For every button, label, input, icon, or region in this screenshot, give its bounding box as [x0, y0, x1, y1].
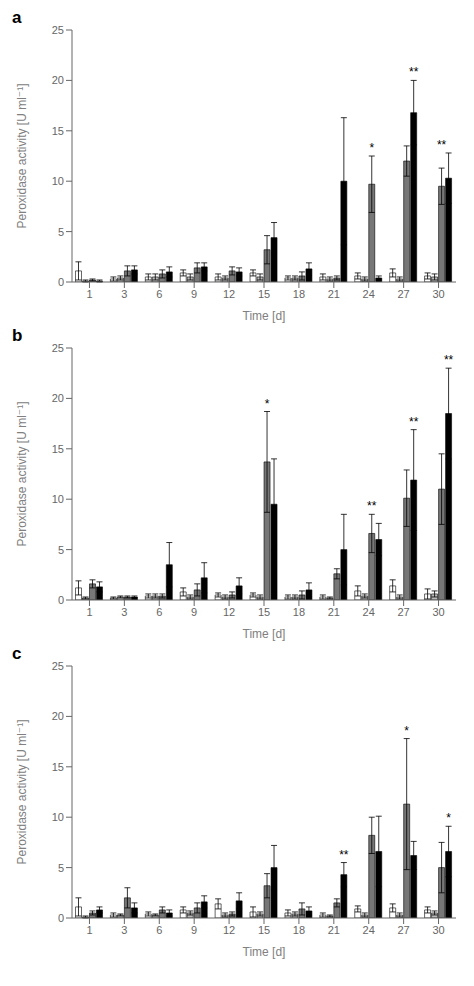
svg-text:5: 5: [58, 226, 64, 238]
svg-text:Time [d]: Time [d]: [243, 627, 286, 641]
svg-text:18: 18: [293, 288, 305, 300]
svg-text:6: 6: [156, 288, 162, 300]
svg-text:10: 10: [52, 493, 64, 505]
html-text:a: a: [12, 8, 22, 27]
svg-text:5: 5: [58, 862, 64, 874]
svg-text:Time [d]: Time [d]: [243, 945, 286, 959]
svg-text:5: 5: [58, 544, 64, 556]
svg-text:12: 12: [223, 606, 235, 618]
svg-text:6: 6: [156, 606, 162, 618]
svg-text:**: **: [339, 848, 349, 862]
svg-text:6: 6: [156, 924, 162, 936]
svg-text:30: 30: [432, 924, 444, 936]
svg-text:15: 15: [258, 606, 270, 618]
svg-text:30: 30: [432, 288, 444, 300]
svg-text:20: 20: [52, 74, 64, 86]
svg-text:1: 1: [86, 288, 92, 300]
svg-text:21: 21: [328, 924, 340, 936]
svg-text:24: 24: [363, 288, 375, 300]
svg-text:9: 9: [191, 288, 197, 300]
svg-text:0: 0: [58, 594, 64, 606]
svg-text:*: *: [446, 811, 451, 825]
html-text:b: b: [12, 326, 23, 345]
svg-text:24: 24: [363, 606, 375, 618]
svg-text:27: 27: [398, 924, 410, 936]
svg-text:9: 9: [191, 606, 197, 618]
svg-text:Peroxidase activity [U ml⁻¹]: Peroxidase activity [U ml⁻¹]: [15, 83, 29, 228]
svg-text:**: **: [409, 415, 419, 429]
svg-text:27: 27: [398, 606, 410, 618]
svg-text:21: 21: [328, 288, 340, 300]
svg-text:*: *: [404, 724, 409, 738]
svg-text:25: 25: [52, 24, 64, 36]
svg-text:0: 0: [58, 276, 64, 288]
svg-text:18: 18: [293, 606, 305, 618]
svg-text:20: 20: [52, 710, 64, 722]
svg-text:30: 30: [432, 606, 444, 618]
svg-text:3: 3: [121, 606, 127, 618]
svg-text:1: 1: [86, 924, 92, 936]
svg-text:21: 21: [328, 606, 340, 618]
svg-text:**: **: [409, 65, 419, 79]
svg-text:15: 15: [52, 125, 64, 137]
svg-text:**: **: [367, 499, 377, 513]
svg-text:*: *: [369, 141, 374, 155]
svg-text:27: 27: [398, 288, 410, 300]
svg-text:10: 10: [52, 811, 64, 823]
svg-text:15: 15: [258, 288, 270, 300]
svg-text:Peroxidase activity [U ml⁻¹]: Peroxidase activity [U ml⁻¹]: [15, 719, 29, 864]
svg-text:24: 24: [363, 924, 375, 936]
svg-text:**: **: [437, 138, 447, 152]
svg-text:12: 12: [223, 924, 235, 936]
svg-text:9: 9: [191, 924, 197, 936]
svg-text:20: 20: [52, 392, 64, 404]
html-text:c: c: [12, 644, 22, 663]
svg-text:*: *: [265, 397, 270, 411]
svg-text:3: 3: [121, 924, 127, 936]
svg-text:Time [d]: Time [d]: [243, 309, 286, 323]
svg-text:15: 15: [52, 761, 64, 773]
svg-text:12: 12: [223, 288, 235, 300]
svg-text:25: 25: [52, 660, 64, 672]
svg-text:15: 15: [258, 924, 270, 936]
svg-text:25: 25: [52, 342, 64, 354]
svg-text:3: 3: [121, 288, 127, 300]
svg-text:10: 10: [52, 175, 64, 187]
svg-text:**: **: [444, 353, 454, 367]
svg-text:Peroxidase activity [U ml⁻¹]: Peroxidase activity [U ml⁻¹]: [15, 401, 29, 546]
svg-text:1: 1: [86, 606, 92, 618]
svg-text:0: 0: [58, 912, 64, 924]
svg-text:15: 15: [52, 443, 64, 455]
svg-text:18: 18: [293, 924, 305, 936]
